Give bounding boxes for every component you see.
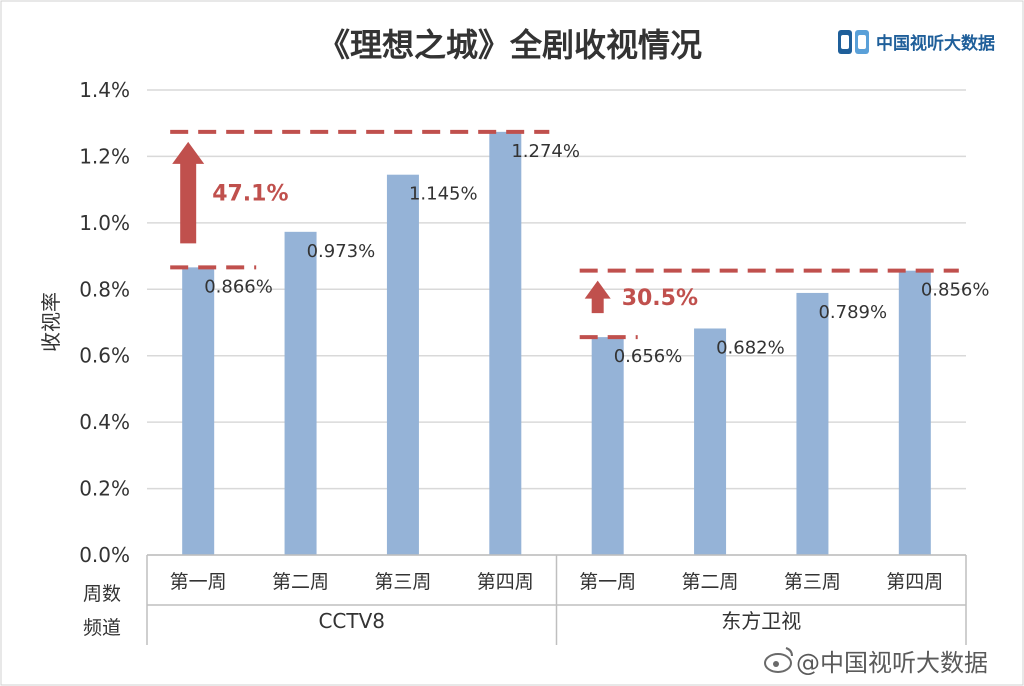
reference-lines: 47.1% 30.5% (170, 129, 959, 340)
y-tick-label: 0.8% (79, 277, 130, 301)
data-label: 0.856% (921, 280, 990, 301)
bar (796, 292, 829, 555)
data-label: 0.656% (614, 346, 683, 367)
y-tick-label: 0.4% (79, 410, 130, 434)
bar (386, 174, 419, 556)
data-labels: 0.866% 0.973% 1.145% 1.274% 0.656% 0.682% 0.78… (204, 141, 989, 367)
logo: 中国视听大数据 (838, 30, 995, 54)
data-label: 1.145% (409, 184, 478, 205)
category-label: 第四周 (886, 571, 943, 593)
bar (898, 270, 931, 555)
category-label: 第一周 (579, 571, 636, 593)
category-label: 第三周 (374, 571, 431, 593)
row-label-channel: 频道 (83, 617, 121, 639)
data-label: 0.682% (716, 337, 785, 358)
growth-arrow (172, 141, 205, 244)
weibo-icon (764, 647, 793, 673)
bar (591, 337, 624, 555)
y-tick-label: 1.4% (79, 78, 130, 102)
watermark: @中国视听大数据 (764, 647, 988, 677)
watermark-text: @中国视听大数据 (796, 649, 988, 677)
category-label: 第四周 (477, 571, 534, 593)
growth-label: 30.5% (622, 286, 698, 311)
chart-title: 《理想之城》全剧收视情况 (318, 26, 702, 64)
category-label: 第二周 (682, 571, 739, 593)
data-label: 1.274% (511, 141, 580, 162)
bar (489, 131, 522, 555)
category-label: 第二周 (272, 571, 329, 593)
growth-label: 47.1% (212, 182, 288, 207)
y-tick-label: 1.0% (79, 211, 130, 235)
y-tick-label: 0.0% (79, 543, 130, 567)
data-label: 0.789% (818, 302, 887, 323)
bar (182, 267, 215, 555)
growth-arrow (584, 280, 611, 314)
y-axis-label: 收视率 (39, 292, 63, 352)
y-tick-label: 0.2% (79, 477, 130, 501)
bar (284, 231, 317, 555)
data-label: 0.973% (307, 241, 376, 262)
category-label: 第一周 (170, 571, 227, 593)
category-label: 第三周 (784, 571, 841, 593)
bars (182, 131, 931, 556)
logo-text: 中国视听大数据 (876, 33, 995, 54)
bar (694, 328, 727, 555)
row-label-week: 周数 (83, 583, 121, 605)
group-label: 东方卫视 (721, 609, 801, 633)
y-axis-ticks: 0.0% 0.2% 0.4% 0.6% 0.8% 1.0% 1.2% 1.4% (79, 78, 130, 567)
y-tick-label: 0.6% (79, 344, 130, 368)
y-tick-label: 1.2% (79, 144, 130, 168)
data-label: 0.866% (204, 276, 273, 297)
group-label: CCTV8 (318, 609, 385, 633)
logo-icon (838, 30, 869, 54)
